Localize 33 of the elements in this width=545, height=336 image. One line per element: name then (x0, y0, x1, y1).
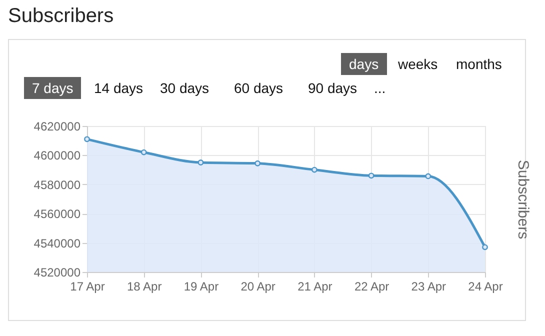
point (425, 173, 432, 180)
y-tick-label: 4520000 (34, 266, 81, 280)
point (311, 166, 318, 173)
x-tick-label: 22 Apr (354, 280, 390, 294)
y-tick-label: 4580000 (34, 178, 81, 192)
text: 60 days (233, 79, 284, 98)
text: 14 days (93, 79, 144, 98)
text: weeks (397, 55, 439, 74)
text: ... (373, 79, 387, 98)
text: months (455, 55, 503, 74)
chart-title: Subscribers (8, 5, 114, 28)
point (198, 160, 204, 166)
point (482, 244, 488, 250)
x-tick-label: 17 Apr (70, 280, 105, 294)
x-tick-label: 20 Apr (240, 280, 276, 294)
text: 90 days (307, 79, 358, 98)
y-axis-title: Subscribers (514, 160, 532, 240)
text: 7 days (24, 77, 82, 99)
text: 30 days (159, 79, 210, 98)
y-tick-label: 4560000 (34, 207, 81, 222)
text: days (341, 53, 387, 75)
x-tick-label: 18 Apr (127, 280, 162, 294)
y-tick-label: 4620000 (34, 120, 81, 134)
y-tick-label: 4540000 (34, 236, 81, 250)
x-tick-label: 19 Apr (184, 280, 219, 294)
y-tick-label: 4600000 (34, 148, 81, 163)
x-tick-label: 24 Apr (468, 280, 503, 294)
x-tick-label: 23 Apr (411, 280, 446, 294)
point (84, 136, 90, 142)
point (368, 172, 374, 179)
x-tick-label: 21 Apr (298, 280, 332, 294)
point (254, 160, 261, 166)
point (140, 149, 147, 156)
